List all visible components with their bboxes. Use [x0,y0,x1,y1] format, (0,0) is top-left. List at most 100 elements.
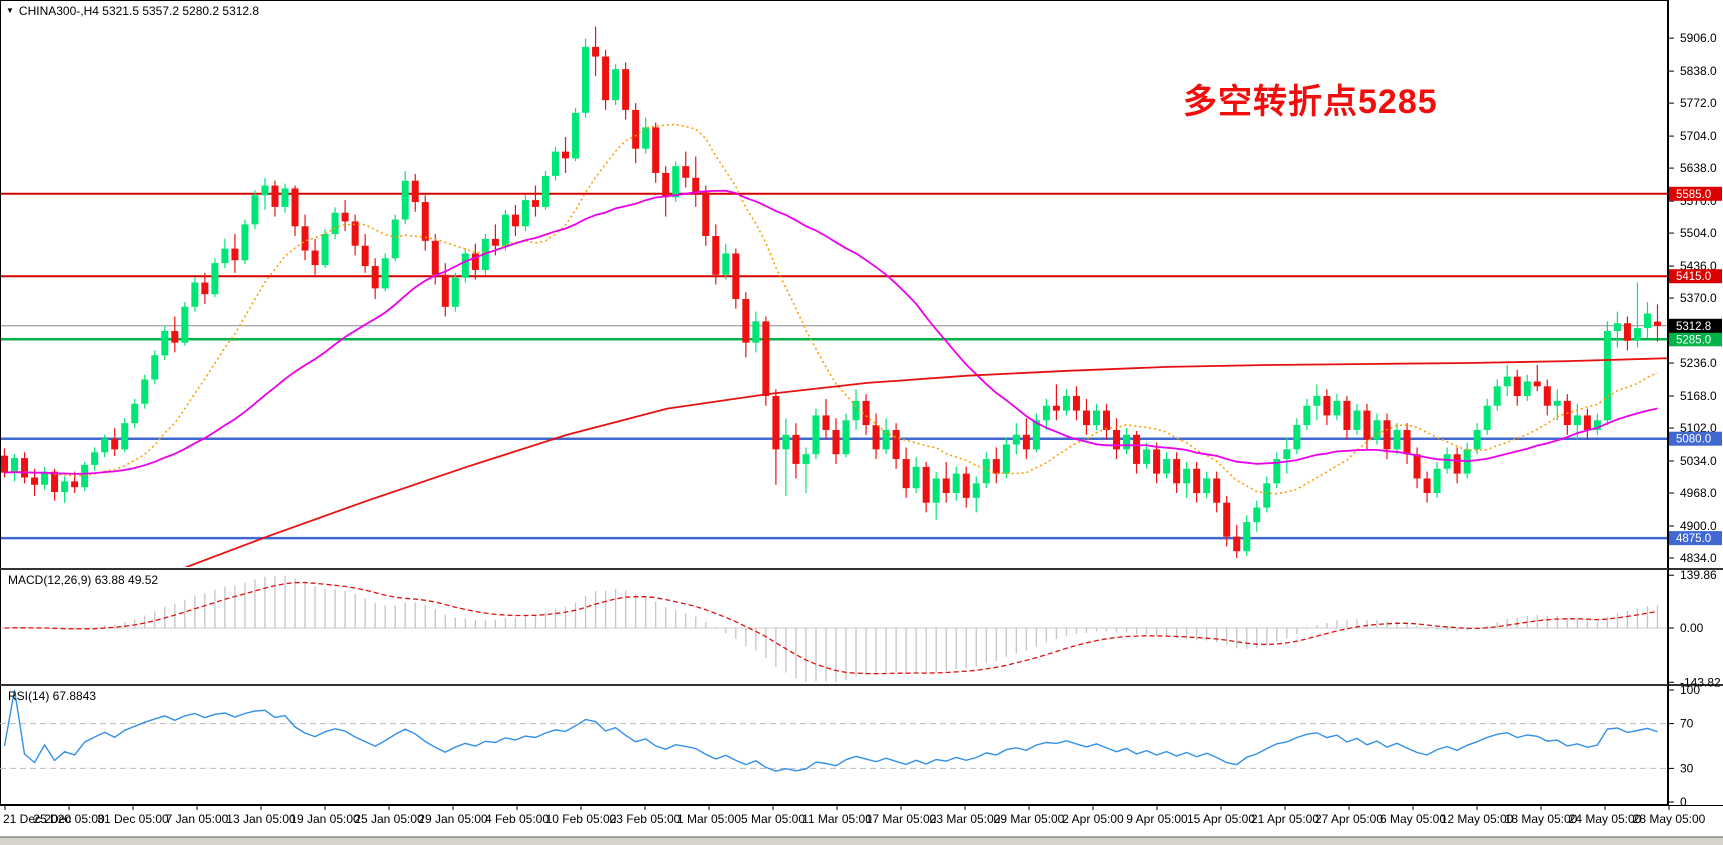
candle-body [391,219,399,259]
candle-body [371,266,379,289]
rsi-axis-label: 0 [1680,795,1687,809]
price-label-5585.0: 5585.0 [1676,189,1711,201]
date-label[interactable]: 6 May 05:00 [1380,812,1446,826]
date-label[interactable]: 1 Mar 05:00 [677,812,741,826]
macd-signal-line [4,581,1658,675]
candle-body [1473,429,1481,450]
candle-body [672,166,680,198]
date-label[interactable]: 23 Mar 05:00 [930,812,1001,826]
candle-body [171,331,179,343]
date-label[interactable]: 23 Feb 05:00 [610,812,681,826]
candle-body [1233,536,1241,552]
candle-body [231,248,239,261]
candle-body [381,258,389,289]
candle-body [622,69,630,110]
rsi-axis-label: 100 [1680,683,1700,697]
candle-body [592,46,600,57]
candle-body [531,200,539,207]
separator-macd-rsi [0,684,1723,686]
date-label[interactable]: 13 Jan 05:00 [226,812,296,826]
date-label[interactable]: 9 Apr 05:00 [1126,812,1188,826]
date-label[interactable]: 31 Dec 05:00 [97,812,169,826]
date-label[interactable]: 21 Apr 05:00 [1251,812,1319,826]
candle-body [902,459,910,489]
candle-body [1453,454,1461,474]
date-label[interactable]: 24 May 05:00 [1569,812,1642,826]
date-label[interactable]: 18 May 05:00 [1505,812,1578,826]
candle-body [852,400,860,421]
date-label[interactable]: 21 Dec 2020 [3,812,71,826]
candle-body [1203,478,1211,494]
candle-body [51,471,59,493]
candle-body [1393,429,1401,450]
price-tick-label: 5236.0 [1680,356,1717,370]
date-label[interactable]: 15 Apr 05:00 [1187,812,1255,826]
candle-body [1363,410,1371,440]
candle-body [1032,420,1040,450]
candle-body [121,423,129,450]
candle-body [1623,323,1631,341]
date-label[interactable]: 17 Mar 05:00 [866,812,937,826]
date-label[interactable]: 28 May 05:00 [1633,812,1706,826]
date-label[interactable]: 29 Mar 05:00 [994,812,1065,826]
candle-body [1102,410,1110,430]
date-label[interactable]: 5 Mar 05:00 [741,812,805,826]
price-label-5285.0: 5285.0 [1676,334,1711,346]
candle-body [612,69,620,101]
candle-body [1223,502,1231,537]
candle-body [1643,313,1651,329]
macd-indicator-label: MACD(12,26,9) 63.88 49.52 [8,573,159,587]
date-label[interactable]: 12 May 05:00 [1441,812,1514,826]
candle-body [401,180,409,220]
candle-body [61,481,69,493]
date-label[interactable]: 4 Feb 05:00 [485,812,549,826]
candle-body [662,172,670,198]
ma-long-red-line [184,357,1667,567]
date-label[interactable]: 2 Apr 05:00 [1062,812,1124,826]
date-label[interactable]: 10 Feb 05:00 [546,812,617,826]
candle-body [1423,478,1431,494]
candle-body [1062,396,1070,411]
price-tick-label: 5704.0 [1680,129,1717,143]
candle-body [812,415,820,455]
date-label[interactable]: 29 Jan 05:00 [418,812,488,826]
candle-body [722,253,730,275]
candle-body [712,235,720,275]
candle-body [1012,434,1020,445]
candle-body [1513,376,1521,397]
date-label[interactable]: 25 Jan 05:00 [354,812,424,826]
candle-body [1153,449,1161,474]
date-label[interactable]: 7 Jan 05:00 [166,812,229,826]
candle-body [1042,405,1050,421]
annotation-text: 多空转折点5285 [1183,83,1438,121]
macd-panel[interactable] [0,575,1668,682]
collapse-indicator-icon[interactable]: ▼ [6,6,14,15]
candle-body [1213,478,1221,503]
candle-body [161,331,169,356]
rsi-panel[interactable] [0,689,1668,772]
candle-body [1002,444,1010,474]
candle-body [1503,376,1511,387]
chart-frame [0,0,1668,805]
candle-body [1543,386,1551,406]
candle-body [692,177,700,193]
candle-body [832,429,840,455]
candle-body [762,321,770,397]
date-label[interactable]: 11 Mar 05:00 [802,812,872,826]
candle-body [1533,381,1541,387]
candle-body [802,454,810,464]
candle-body [1022,434,1030,450]
candle-body [892,429,900,460]
candle-body [111,438,119,450]
date-label[interactable]: 27 Apr 05:00 [1315,812,1383,826]
candle-body [1343,400,1351,430]
candle-body [321,234,329,266]
candle-body [271,185,279,207]
date-label[interactable]: 19 Jan 05:00 [290,812,360,826]
date-label[interactable]: 25 Dec 05:00 [33,812,105,826]
candle-body [1633,328,1641,341]
candle-body [91,452,99,465]
candle-body [1092,410,1100,426]
